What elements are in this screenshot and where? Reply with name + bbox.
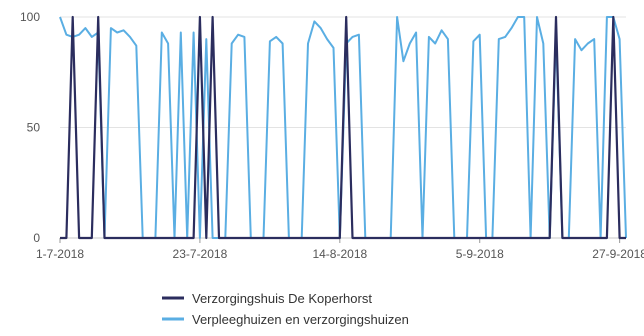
y-axis: 0 50 100 bbox=[20, 10, 40, 245]
legend-label-0: Verzorgingshuis De Koperhorst bbox=[192, 291, 372, 306]
y-tick-label: 50 bbox=[27, 121, 41, 135]
x-tick-label: 23-7-2018 bbox=[173, 247, 228, 261]
y-tick-label: 100 bbox=[20, 10, 40, 24]
x-tick-label: 14-8-2018 bbox=[312, 247, 367, 261]
series-lines bbox=[59, 15, 627, 240]
x-axis: 1-7-2018 23-7-2018 14-8-2018 5-9-2018 27-9-2… bbox=[36, 238, 644, 261]
x-tick-label: 27-9-2018 bbox=[592, 247, 644, 261]
legend: Verzorgingshuis De Koperhorst Verpleeghui… bbox=[162, 291, 409, 327]
legend-label-1: Verpleeghuizen en verzorgingshuizen bbox=[192, 312, 409, 327]
y-tick-label: 0 bbox=[33, 231, 40, 245]
series-line-0 bbox=[60, 15, 626, 240]
x-tick-label: 5-9-2018 bbox=[456, 247, 504, 261]
x-tick-label: 1-7-2018 bbox=[36, 247, 84, 261]
